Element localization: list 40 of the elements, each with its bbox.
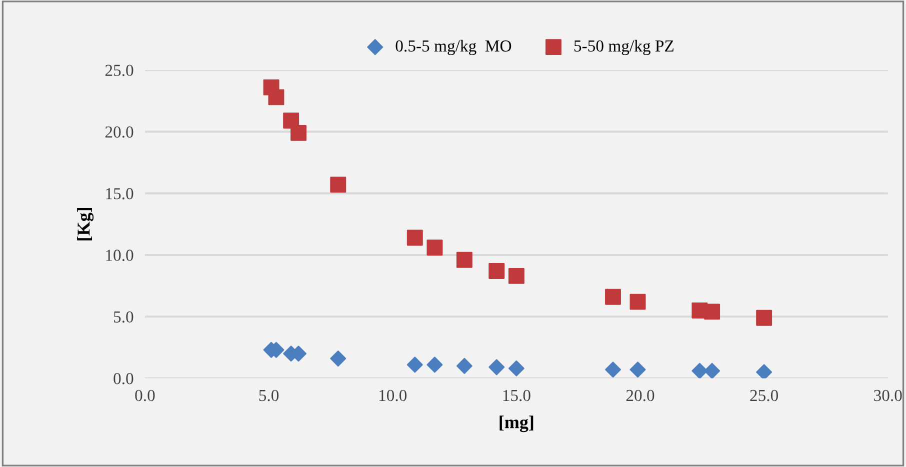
point (426, 240, 443, 256)
y-tick-label: 5.0 (114, 311, 134, 323)
x-tick-label: 25.0 (750, 390, 778, 402)
x-tick-label: 15.0 (503, 390, 530, 402)
x-tick-label: 30.0 (874, 390, 902, 402)
point (456, 252, 472, 268)
point (508, 268, 524, 284)
x-tick-label: 10.0 (379, 390, 407, 402)
point (330, 176, 346, 193)
legend-label: 5-50 mg/kg PZ (574, 40, 674, 56)
point (426, 356, 443, 373)
y-tick-label: 15.0 (106, 188, 134, 200)
y-axis-title: [Kg] (77, 208, 94, 240)
y-tick-label: 20.0 (105, 126, 134, 138)
x-axis-title: [mg] (500, 416, 534, 432)
x-tick-label: 0.0 (135, 390, 155, 402)
point (488, 263, 505, 279)
point (508, 360, 524, 376)
point (605, 362, 621, 378)
point (456, 358, 472, 374)
point (290, 124, 306, 141)
y-tick-label: 25.0 (105, 64, 134, 76)
point (756, 364, 772, 378)
point (630, 294, 646, 310)
point (704, 362, 720, 378)
point (406, 356, 423, 373)
point (268, 89, 284, 106)
point (330, 350, 346, 367)
x-tick-label: 20.0 (626, 390, 654, 402)
point (630, 362, 646, 378)
point (488, 359, 505, 376)
point (704, 304, 720, 320)
point (406, 230, 423, 246)
point (692, 362, 708, 378)
x-tick-label: 5.0 (259, 390, 279, 402)
legend-label: 0.5-5 mg/kg MO (396, 40, 512, 56)
point (605, 288, 621, 305)
y-tick-label: 10.0 (106, 250, 134, 261)
point (756, 310, 772, 326)
y-tick-label: 0.0 (114, 372, 134, 384)
